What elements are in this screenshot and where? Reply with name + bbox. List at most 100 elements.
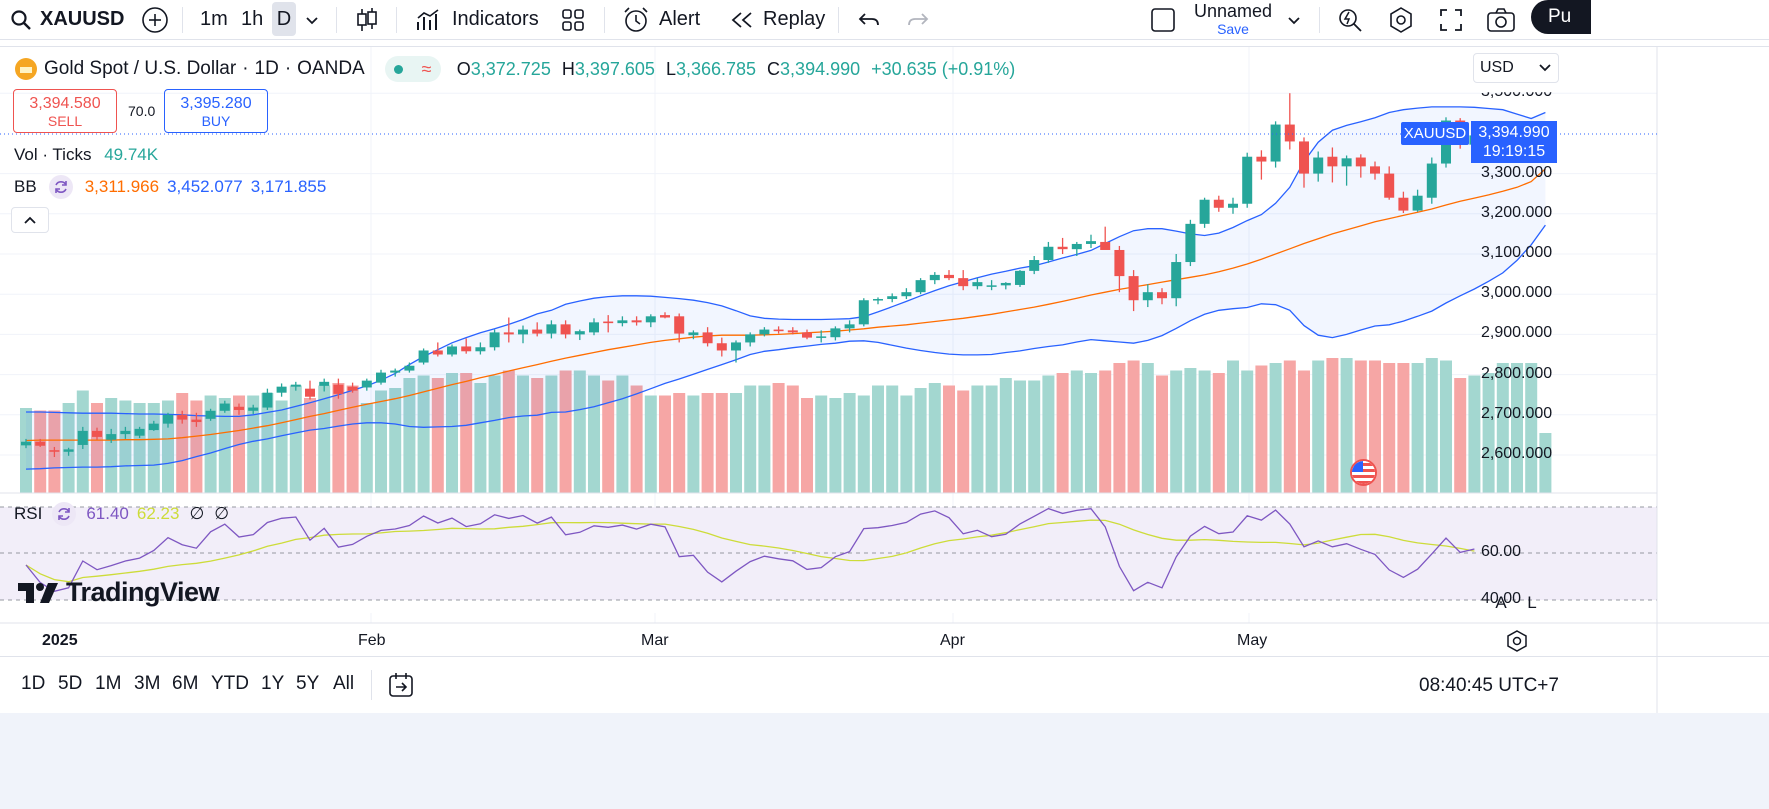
bb-upper-line (26, 106, 1546, 418)
redo-icon (908, 12, 929, 25)
range-button[interactable]: 1Y (261, 673, 285, 694)
candle-body (489, 332, 500, 348)
candle-body (1114, 249, 1125, 277)
replay-button[interactable]: Replay (730, 0, 825, 40)
clock-timezone[interactable]: 08:40:45 UTC+7 (1419, 675, 1559, 696)
chart-container[interactable]: Gold Spot / U.S. Dollar · 1D · OANDA ≈ O… (0, 46, 1769, 798)
layout-icon (1151, 7, 1175, 32)
candle-body (376, 372, 386, 383)
interval-dropdown[interactable] (304, 0, 320, 40)
layout-save-label[interactable]: Save (1217, 20, 1249, 37)
undo-icon (858, 12, 879, 25)
volume-bar (531, 378, 544, 493)
volume-bar (1525, 363, 1538, 493)
snapshot-button[interactable] (1486, 0, 1516, 40)
buy-label: BUY (201, 113, 231, 129)
auto-scale-button[interactable]: A (1495, 593, 1507, 612)
candle-body (986, 285, 997, 287)
low-value: 3,366.785 (675, 58, 757, 79)
divider (396, 6, 397, 33)
interval-d-active[interactable]: D (272, 2, 296, 36)
ohlc-values: O3,372.725 H3,397.605 L3,366.785 C3,394.… (456, 58, 1016, 79)
settings-button[interactable] (1387, 0, 1415, 40)
candle-body (333, 384, 344, 394)
bb-basis-value: 3,311.966 (84, 177, 160, 196)
grid-icon (562, 8, 584, 31)
currency-selector[interactable]: USD (1473, 53, 1559, 83)
rsi-refresh-icon[interactable] (52, 502, 77, 526)
market-status-pill[interactable]: ≈ (384, 56, 441, 82)
volume-bar (289, 385, 302, 493)
redo-button[interactable] (906, 0, 930, 40)
alert-button[interactable]: Alert (622, 0, 700, 40)
candle-body (148, 423, 159, 431)
volume-bar (857, 395, 870, 493)
collapse-legend-button[interactable] (11, 207, 49, 233)
candle-body (617, 320, 628, 324)
candle-body (290, 384, 301, 387)
volume-bar (616, 375, 629, 493)
compare-add-button[interactable] (141, 0, 169, 40)
time-axis-settings-button[interactable] (1505, 629, 1529, 658)
range-button[interactable]: All (333, 673, 355, 694)
time-axis-label: May (1237, 632, 1268, 649)
candle-body (390, 370, 401, 373)
volume-bar (218, 398, 231, 493)
high-value: 3,397.605 (574, 58, 655, 79)
tradingview-watermark[interactable]: TradingView (18, 577, 220, 608)
candle-body (418, 350, 429, 363)
bb-legend[interactable]: BB 3,311.966 3,452.077 3,171.855 (14, 175, 326, 199)
quick-search-button[interactable] (1337, 0, 1363, 40)
candle-body (475, 347, 486, 352)
volume-bar (1212, 373, 1225, 493)
goto-date-button[interactable] (387, 671, 415, 704)
publish-button[interactable]: Pu (1531, 0, 1591, 34)
sell-button[interactable]: 3,394.580 SELL (13, 89, 117, 133)
volume-legend[interactable]: Vol · Ticks 49.74K (14, 145, 158, 165)
volume-bar (872, 385, 884, 493)
rsi-na-1: ∅ (189, 504, 205, 523)
range-button[interactable]: 1M (95, 673, 122, 694)
main-legend[interactable]: Gold Spot / U.S. Dollar · 1D · OANDA ≈ O… (14, 56, 1015, 82)
candle-body (1284, 124, 1295, 142)
indicators-button[interactable]: Indicators (416, 0, 539, 40)
undo-button[interactable] (857, 0, 881, 40)
candle-body (759, 329, 770, 335)
interval-1h[interactable]: 1h (241, 0, 263, 40)
layout-name: Unnamed (1194, 0, 1273, 21)
range-button[interactable]: YTD (211, 673, 249, 694)
chart-type-button[interactable] (356, 0, 378, 40)
volume-bar (1468, 375, 1481, 493)
time-axis-label: Feb (358, 632, 386, 649)
range-button[interactable]: 5D (58, 673, 83, 694)
interval-1m[interactable]: 1m (200, 0, 228, 40)
candle-body (603, 321, 614, 324)
symbol-search[interactable]: XAUUSD (10, 0, 124, 40)
volume-bar (943, 385, 955, 493)
volume-bar (1113, 363, 1126, 493)
volume-bar (786, 385, 799, 493)
economic-event-flag-icon[interactable] (1350, 459, 1377, 486)
layout-menu[interactable]: Unnamed Save (1150, 0, 1302, 40)
range-button[interactable]: 3M (134, 673, 161, 694)
candle-body (873, 299, 883, 301)
log-scale-button[interactable]: L (1527, 593, 1537, 612)
candle-body (887, 296, 898, 300)
volume-bar (886, 385, 899, 493)
candle-body (1398, 197, 1409, 211)
range-button[interactable]: 1D (21, 673, 46, 694)
candle-body (546, 324, 557, 334)
calendar-goto-icon (389, 673, 413, 697)
candle-body (234, 406, 244, 410)
candle-body (1043, 246, 1054, 261)
volume-bar (460, 373, 473, 493)
approx-icon: ≈ (421, 58, 432, 79)
range-button[interactable]: 5Y (296, 673, 320, 694)
templates-button[interactable] (561, 0, 585, 40)
range-button[interactable]: 6M (172, 673, 199, 694)
buy-button[interactable]: 3,395.280 BUY (164, 89, 268, 133)
rsi-legend[interactable]: RSI 61.40 62.23 ∅ ∅ (14, 502, 229, 526)
exchange-name: OANDA (297, 58, 365, 79)
bb-refresh-icon[interactable] (48, 175, 73, 199)
fullscreen-button[interactable] (1439, 0, 1463, 40)
